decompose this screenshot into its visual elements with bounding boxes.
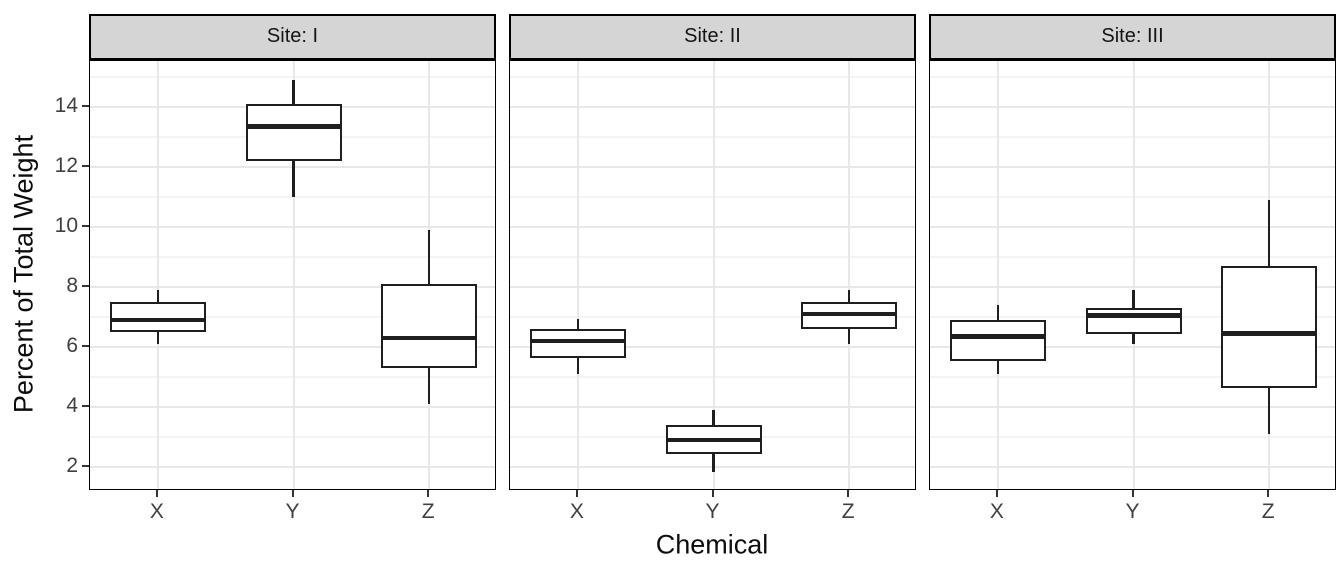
median-line [109, 317, 206, 323]
x-tick-mark [1131, 490, 1134, 497]
box-rect [1221, 266, 1318, 388]
x-tick-label: X [569, 500, 584, 523]
whisker-upper [1132, 290, 1135, 308]
whisker-lower [996, 360, 1000, 374]
facet-strip-label: Site: I [266, 25, 319, 48]
facet-strip-label: Site: II [684, 25, 741, 48]
x-tick-label: Y [1125, 500, 1140, 523]
x-tick-label: Z [1261, 500, 1275, 523]
y-tick-mark [82, 285, 89, 287]
whisker-lower [1132, 333, 1135, 344]
y-tick-label: 14 [54, 94, 78, 117]
whisker-upper [1267, 200, 1271, 266]
y-tick-mark [82, 225, 89, 227]
facet-panel [89, 59, 496, 490]
x-tick-mark [995, 490, 998, 497]
y-tick-mark [82, 405, 89, 407]
x-tick-mark [291, 490, 294, 497]
median-line [1221, 331, 1318, 336]
facet-strip: Site: I [89, 14, 496, 60]
median-line [529, 338, 626, 344]
whisker-upper [996, 305, 1000, 320]
y-tick-label: 8 [66, 274, 78, 297]
x-tick-label: Y [705, 500, 720, 523]
whisker-lower [712, 453, 715, 472]
gridline-major-vertical [712, 60, 715, 489]
y-tick-mark [82, 105, 89, 107]
median-line [1085, 313, 1182, 318]
whisker-lower [156, 332, 160, 344]
box-rect [245, 104, 342, 161]
x-tick-mark [1267, 490, 1270, 497]
whisker-lower [292, 161, 295, 197]
gridline-major-vertical [996, 60, 999, 489]
x-tick-label: X [149, 500, 164, 523]
x-axis-title: Chemical [655, 529, 769, 560]
y-tick-label: 4 [66, 394, 78, 417]
whisker-upper [847, 290, 851, 302]
x-tick-label: X [989, 500, 1004, 523]
whisker-lower [427, 368, 431, 404]
x-tick-label: Y [285, 500, 300, 523]
whisker-upper [156, 290, 160, 302]
facet-strip: Site: II [509, 14, 916, 60]
x-tick-label: Z [421, 500, 435, 523]
x-tick-mark [155, 490, 158, 497]
box-rect [381, 284, 478, 368]
x-tick-label: Z [841, 500, 855, 523]
facet-strip-label: Site: III [1101, 25, 1164, 48]
facet-panel [509, 59, 916, 490]
box-rect [949, 320, 1046, 361]
gridline-major-vertical [292, 60, 295, 489]
whisker-lower [847, 329, 851, 344]
median-line [801, 311, 898, 317]
whisker-upper [712, 410, 715, 425]
y-tick-mark [82, 465, 89, 467]
y-tick-mark [82, 165, 89, 167]
whisker-upper [427, 230, 431, 284]
x-tick-mark [711, 490, 714, 497]
median-line [245, 124, 342, 129]
gridline-major-vertical [1132, 60, 1135, 489]
whisker-lower [1267, 387, 1271, 434]
box-rect [1085, 308, 1182, 334]
facet-strip: Site: III [929, 14, 1336, 60]
gridline-major-vertical [848, 60, 851, 489]
y-tick-label: 12 [54, 154, 78, 177]
x-tick-mark [575, 490, 578, 497]
box-rect [109, 302, 206, 332]
median-line [381, 335, 478, 341]
y-tick-label: 6 [66, 334, 78, 357]
median-line [949, 334, 1046, 339]
x-tick-mark [427, 490, 430, 497]
gridline-major-vertical [576, 60, 579, 489]
y-tick-label: 10 [54, 214, 78, 237]
median-line [665, 437, 762, 443]
whisker-upper [576, 318, 580, 329]
x-tick-mark [847, 490, 850, 497]
y-tick-label: 2 [66, 454, 78, 477]
gridline-major-vertical [156, 60, 159, 489]
whisker-lower [576, 357, 580, 374]
whisker-upper [292, 80, 295, 104]
y-tick-mark [82, 345, 89, 347]
facet-panel [929, 59, 1336, 490]
box-rect [529, 329, 626, 358]
